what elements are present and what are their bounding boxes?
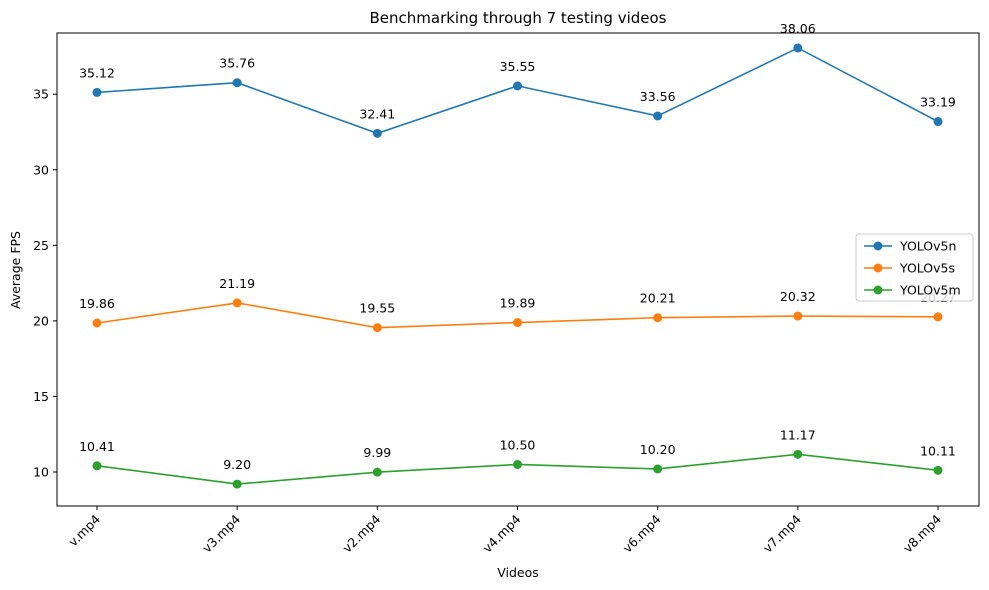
data-label: 10.41 xyxy=(79,439,115,454)
legend-marker-yolov5m xyxy=(873,285,883,295)
legend-label-yolov5n: YOLOv5n xyxy=(899,239,956,254)
data-point-yolov5m xyxy=(372,467,382,477)
x-tick-label: v8.mp4 xyxy=(900,511,944,555)
y-axis: 10 15 20 25 30 35 xyxy=(33,87,57,479)
data-point-yolov5n xyxy=(513,81,522,91)
data-label: 38.06 xyxy=(780,21,816,36)
data-point-yolov5m xyxy=(933,465,943,475)
y-tick-label: 35 xyxy=(33,87,49,102)
data-label: 11.17 xyxy=(780,427,816,442)
legend-marker-yolov5s xyxy=(873,263,883,273)
data-point-yolov5n xyxy=(793,43,803,53)
legend-box xyxy=(855,233,974,302)
data-point-yolov5m xyxy=(92,461,102,471)
data-label: 10.11 xyxy=(920,443,956,458)
y-tick-label: 10 xyxy=(33,464,49,479)
data-point-yolov5n xyxy=(372,128,382,138)
data-label: 10.20 xyxy=(640,442,676,457)
data-point-yolov5s xyxy=(92,318,102,328)
data-label: 21.19 xyxy=(219,276,255,291)
chart-title: Benchmarking through 7 testing videos xyxy=(370,9,667,27)
y-tick-label: 20 xyxy=(33,313,49,328)
data-point-yolov5n xyxy=(232,78,242,88)
data-point-yolov5s xyxy=(653,313,663,323)
data-label: 35.76 xyxy=(219,56,255,71)
plot-area-frame xyxy=(56,32,980,507)
y-tick-label: 15 xyxy=(33,389,49,404)
x-tick-label: v7.mp4 xyxy=(760,511,804,555)
data-point-yolov5s xyxy=(933,312,943,322)
data-point-yolov5s xyxy=(232,298,242,308)
legend-label-yolov5m: YOLOv5m xyxy=(899,283,961,298)
data-label: 20.21 xyxy=(640,291,676,306)
x-axis: v.mp4 v3.mp4 v2.mp4 v4.mp4 v6.mp4 v7.mp4 v8.mp… xyxy=(65,506,944,556)
data-label: 33.19 xyxy=(920,95,956,110)
data-label: 35.55 xyxy=(500,59,536,74)
data-point-yolov5n xyxy=(653,111,663,121)
data-point-yolov5s xyxy=(513,318,522,328)
x-tick-label: v3.mp4 xyxy=(199,511,243,555)
data-label: 19.89 xyxy=(500,296,536,311)
series-layer xyxy=(92,43,943,489)
x-tick-label: v2.mp4 xyxy=(339,511,383,555)
data-point-yolov5m xyxy=(793,449,803,459)
x-tick-label: v4.mp4 xyxy=(480,511,524,555)
data-label: 10.50 xyxy=(500,437,536,452)
data-label: 33.56 xyxy=(640,89,676,104)
data-point-yolov5n xyxy=(92,87,102,97)
data-label: 19.86 xyxy=(79,296,115,311)
data-point-yolov5n xyxy=(933,117,943,127)
y-tick-label: 30 xyxy=(33,162,49,177)
data-point-yolov5m xyxy=(232,479,242,489)
y-axis-label: Average FPS xyxy=(8,231,23,309)
y-tick-label: 25 xyxy=(33,238,49,253)
x-tick-label: v6.mp4 xyxy=(620,511,664,555)
x-tick-label: v.mp4 xyxy=(65,511,103,549)
legend-marker-yolov5n xyxy=(873,241,883,251)
data-label: 9.99 xyxy=(363,445,391,460)
data-label: 9.20 xyxy=(223,457,251,472)
data-label: 32.41 xyxy=(359,106,395,121)
data-point-yolov5m xyxy=(653,464,663,474)
legend: YOLOv5n YOLOv5s YOLOv5m xyxy=(855,233,974,302)
data-point-yolov5s xyxy=(793,311,803,321)
x-axis-label: Videos xyxy=(497,565,539,580)
data-label: 20.32 xyxy=(780,289,816,304)
data-point-yolov5m xyxy=(513,459,522,469)
data-label: 19.55 xyxy=(359,301,395,316)
legend-label-yolov5s: YOLOv5s xyxy=(899,261,955,276)
data-label: 35.12 xyxy=(79,65,115,80)
data-point-yolov5s xyxy=(372,323,382,333)
